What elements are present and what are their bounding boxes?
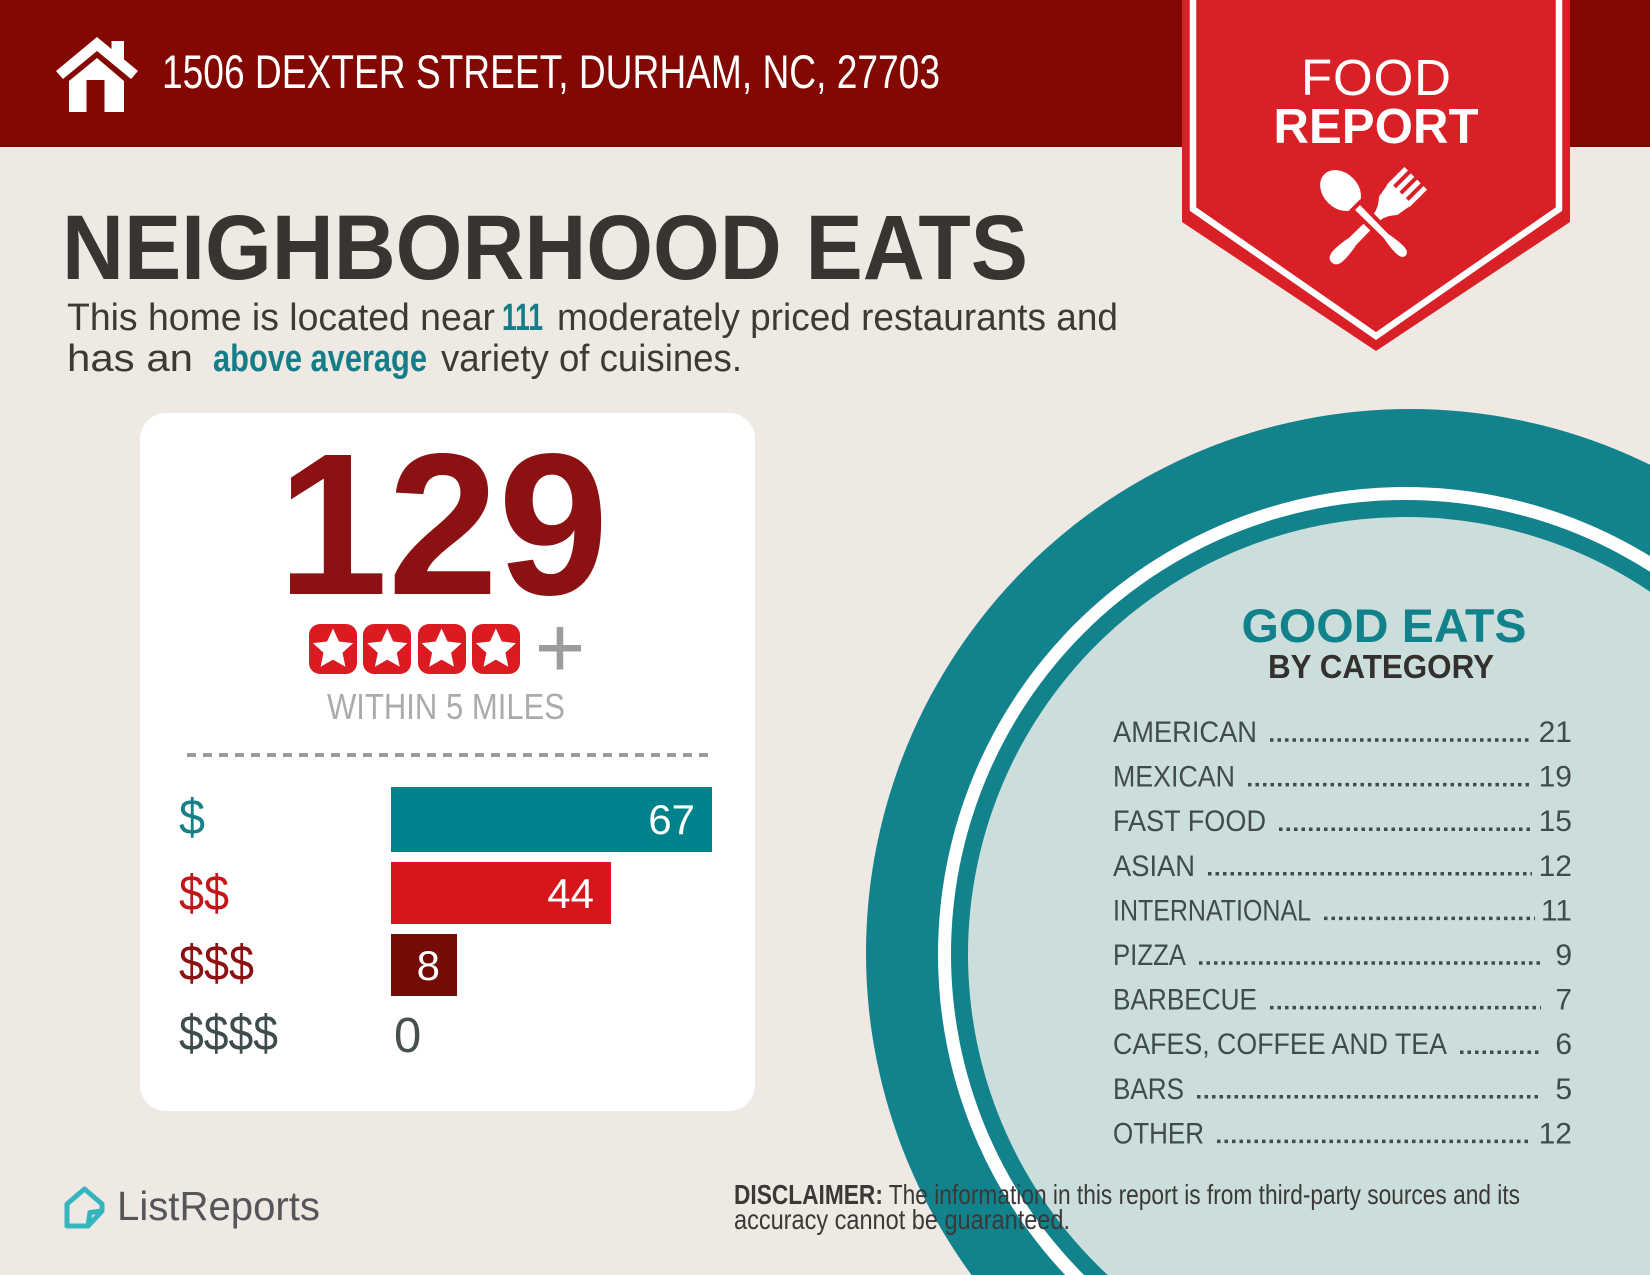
svg-text:0: 0 — [394, 1009, 421, 1063]
svg-text:111: 111 — [502, 297, 543, 339]
svg-text:19: 19 — [1539, 761, 1572, 794]
svg-text:BY CATEGORY: BY CATEGORY — [1268, 648, 1494, 685]
svg-text:$$: $$ — [179, 865, 229, 921]
svg-text:6: 6 — [1555, 1028, 1572, 1061]
svg-text:WITHIN 5 MILES: WITHIN 5 MILES — [327, 686, 565, 727]
svg-text:MEXICAN: MEXICAN — [1113, 761, 1235, 794]
svg-text:12: 12 — [1539, 1117, 1572, 1150]
svg-text:7: 7 — [1555, 984, 1572, 1017]
svg-text:$$$$: $$$$ — [179, 1005, 278, 1061]
svg-text:5: 5 — [1555, 1073, 1572, 1106]
svg-text:12: 12 — [1539, 850, 1572, 883]
svg-text:variety of cuisines.: variety of cuisines. — [441, 338, 742, 380]
svg-text:INTERNATIONAL: INTERNATIONAL — [1113, 894, 1311, 927]
svg-text:8: 8 — [417, 942, 440, 989]
svg-text:AMERICAN: AMERICAN — [1113, 716, 1257, 749]
svg-text:This home is located near: This home is located near — [67, 297, 495, 339]
svg-text:BARS: BARS — [1113, 1073, 1184, 1106]
svg-text:67: 67 — [648, 796, 695, 843]
svg-text:has an: has an — [67, 338, 193, 380]
svg-text:NEIGHBORHOOD EATS: NEIGHBORHOOD EATS — [62, 197, 1028, 299]
svg-text:$: $ — [179, 789, 205, 845]
svg-text:44: 44 — [547, 870, 594, 917]
svg-text:129: 129 — [278, 411, 609, 637]
svg-text:REPORT: REPORT — [1274, 100, 1479, 154]
svg-text:FAST FOOD: FAST FOOD — [1113, 805, 1266, 838]
svg-text:9: 9 — [1555, 939, 1572, 972]
svg-text:21: 21 — [1539, 716, 1572, 749]
svg-text:$$$: $$$ — [179, 935, 254, 991]
svg-text:PIZZA: PIZZA — [1113, 939, 1186, 972]
svg-text:ListReports: ListReports — [117, 1183, 320, 1229]
svg-text:15: 15 — [1539, 805, 1572, 838]
svg-text:DISCLAIMER: The information in: DISCLAIMER: The information in this repo… — [734, 1179, 1520, 1210]
svg-text:11: 11 — [1541, 894, 1572, 927]
svg-text:moderately priced restaurants: moderately priced restaurants and — [557, 297, 1118, 339]
svg-text:OTHER: OTHER — [1113, 1117, 1204, 1150]
svg-text:FOOD: FOOD — [1301, 49, 1451, 106]
svg-text:ASIAN: ASIAN — [1113, 850, 1195, 883]
svg-text:GOOD EATS: GOOD EATS — [1242, 599, 1527, 652]
svg-text:CAFES, COFFEE AND TEA: CAFES, COFFEE AND TEA — [1113, 1028, 1447, 1061]
svg-text:1506 DEXTER STREET, DURHAM, NC: 1506 DEXTER STREET, DURHAM, NC, 27703 — [162, 45, 940, 98]
svg-text:BARBECUE: BARBECUE — [1113, 984, 1257, 1017]
svg-text:accuracy cannot be guaranteed.: accuracy cannot be guaranteed. — [734, 1204, 1070, 1235]
svg-text:above average: above average — [213, 338, 427, 380]
